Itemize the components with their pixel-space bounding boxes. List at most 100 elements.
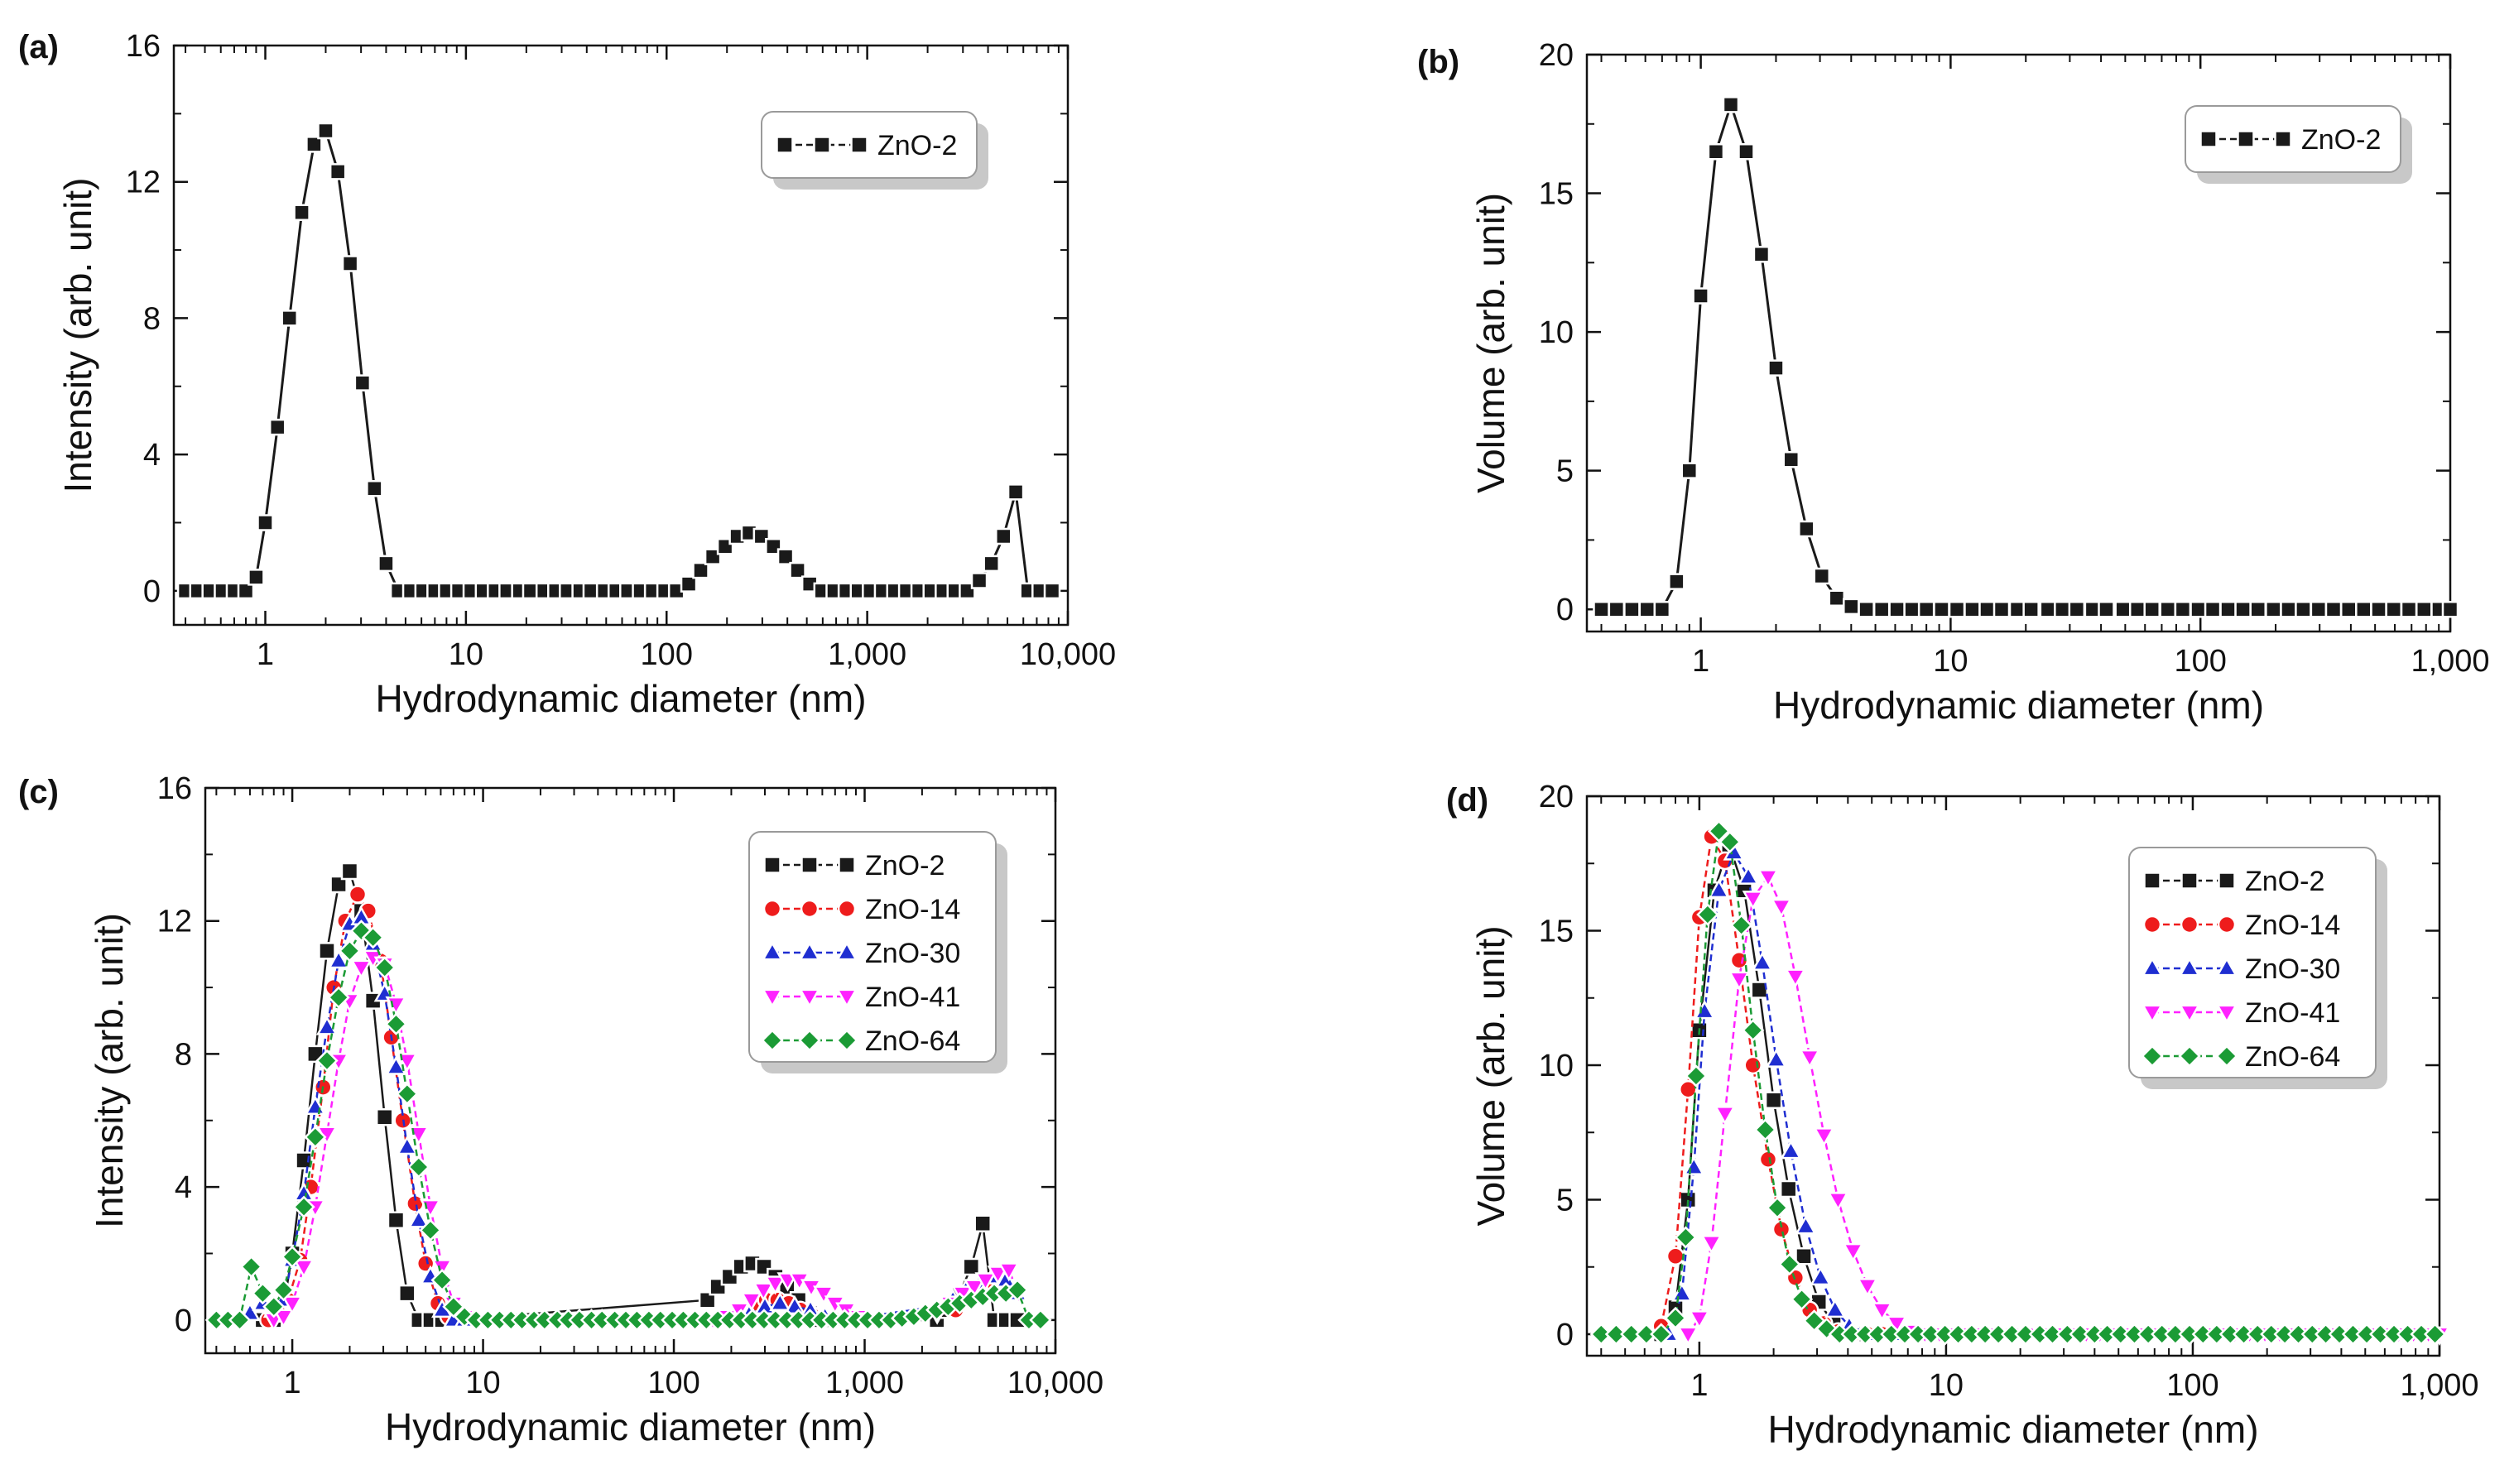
legend-label: ZnO-30 [865,938,960,969]
data-point [1757,869,1780,889]
y-tick-label: 15 [1539,915,1574,949]
data-point [1810,1265,1832,1286]
data-point [1903,600,1920,618]
data-point [293,204,310,222]
data-point [2370,600,2387,618]
legend-marker [2215,957,2238,977]
x-tick-label: 10 [1933,644,1968,679]
data-point [1589,1323,1613,1346]
data-point [1638,600,1656,618]
data-point [366,480,383,497]
legend-marker [2143,872,2161,890]
data-point [1738,865,1760,885]
data-point [1771,1220,1791,1239]
data-point [2114,600,2132,618]
data-point [407,1155,430,1179]
data-point [1683,1155,1705,1175]
data-point [2310,600,2328,618]
data-point [2219,600,2237,618]
data-point [1780,1140,1802,1160]
data-point [1707,819,1731,843]
panel-c: (c) 1 10 100 1,000 10,000 0 4 8 12 16 Hydrodynamic … [18,771,1103,1448]
data-point [341,255,359,272]
legend-marker [835,988,858,1008]
data-point [1688,1310,1710,1330]
data-point [1978,600,1996,618]
x-tick-label: 10 [465,1366,500,1400]
y-tick-label: 15 [1539,177,1574,212]
data-point [1692,287,1709,305]
data-point [281,310,298,327]
data-point [963,1279,985,1299]
data-point [272,1279,296,1302]
y-tick-label: 10 [1539,315,1574,350]
data-point [692,561,709,579]
panel-label: (b) [1417,44,1459,80]
data-point [2234,600,2252,618]
data-point [251,1282,275,1305]
data-point [304,1126,327,1149]
series-zno-2 [176,122,1061,600]
data-point [2190,600,2207,618]
legend-marker [2199,130,2218,148]
data-point [419,1198,442,1219]
data-point [1670,1282,1693,1302]
y-tick-label: 0 [143,574,161,609]
data-point [268,418,286,436]
x-tick-label: 10,000 [1007,1366,1103,1400]
x-tick-label: 1,000 [828,637,906,672]
data-point [281,1295,304,1315]
data-point [1043,582,1061,600]
data-point [1718,830,1742,853]
data-point [375,1108,394,1126]
data-point [1824,1298,1846,1318]
data-point [2143,600,2161,618]
data-point [1917,600,1935,618]
legend-marker [838,856,856,874]
legend-label: ZnO-2 [2301,124,2381,156]
legend-marker [850,136,868,154]
x-tick-label: 10 [1929,1368,1964,1403]
legend-marker [761,1029,784,1052]
y-tick-label: 10 [1539,1049,1574,1083]
data-point [1948,600,1966,618]
legend-box [2185,105,2401,173]
data-point [704,548,722,565]
data-point [1593,600,1610,618]
data-point [2039,600,2057,618]
data-point [2008,600,2026,618]
data-point [2340,600,2358,618]
data-point [1751,951,1774,971]
data-point [1728,971,1751,991]
plot-frame [1585,795,2441,1357]
data-point [338,939,362,963]
legend-marker [2215,1045,2238,1068]
data-point [1843,598,1860,616]
legend-marker [763,856,781,874]
data-point [262,1295,286,1318]
y-tick-label: 20 [1539,780,1574,814]
data-point [305,136,323,153]
data-point [1798,520,1815,538]
data-point [327,986,350,1009]
y-axis-label: Volume (arb. unit) [1469,193,1512,493]
x-tick-label: 100 [647,1366,699,1400]
data-point [1679,1080,1698,1099]
data-point [350,959,373,979]
data-point [2068,600,2086,618]
data-point [315,1016,339,1035]
x-tick-label: 1 [257,637,274,672]
data-point [2041,1323,2065,1346]
x-axis-label: Hydrodynamic diameter (nm) [1767,1408,2258,1451]
data-point [1782,450,1800,468]
data-point [1635,1323,1658,1346]
data-point [1714,1106,1736,1126]
legend-marker [837,899,857,919]
legend-label: ZnO-2 [865,850,945,881]
data-point [2295,600,2312,618]
y-tick-label: 0 [1556,593,1574,627]
x-tick-label: 1 [1692,644,1709,679]
data-point [1664,1306,1687,1330]
legend-marker [2142,915,2162,934]
